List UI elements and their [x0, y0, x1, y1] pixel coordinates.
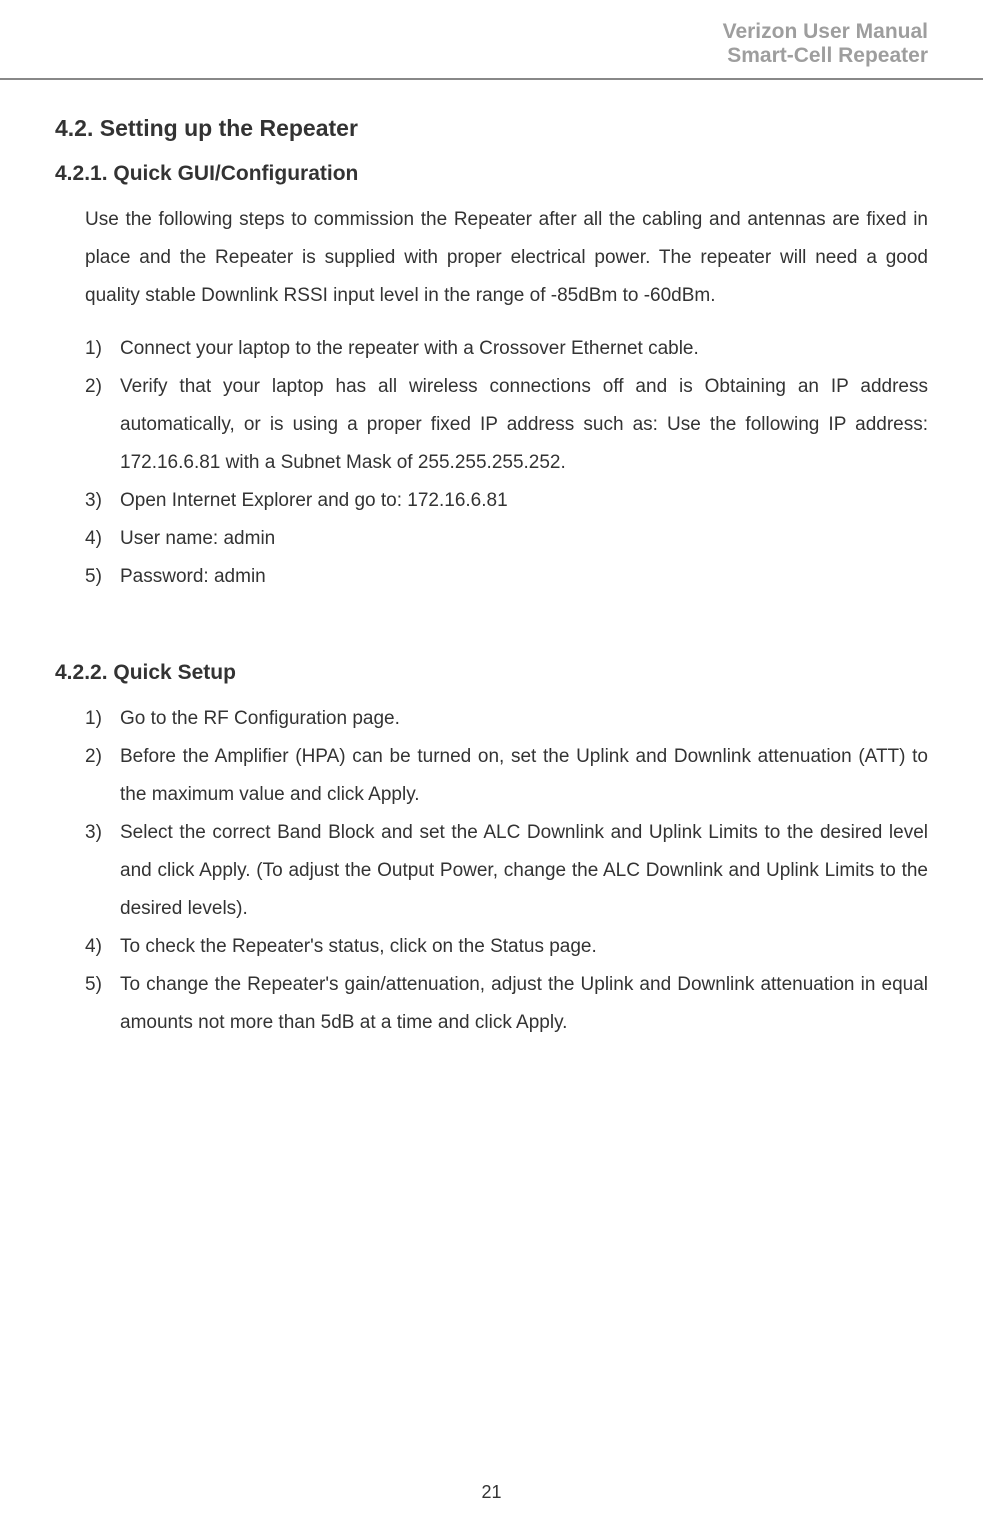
list-item: 1) Connect your laptop to the repeater w… [85, 330, 928, 368]
list-text: User name: admin [120, 520, 928, 558]
page-content: 4.2. Setting up the Repeater 4.2.1. Quic… [0, 115, 983, 1042]
section-4-2-1-title: 4.2.1. Quick GUI/Configuration [55, 162, 928, 186]
list-text: To change the Repeater's gain/attenuatio… [120, 966, 928, 1042]
list-number: 4) [85, 928, 120, 966]
list-item: 3) Open Internet Explorer and go to: 172… [85, 482, 928, 520]
list-item: 4) To check the Repeater's status, click… [85, 928, 928, 966]
section-4-2-1-intro: Use the following steps to commission th… [85, 201, 928, 315]
list-number: 5) [85, 966, 120, 1042]
list-number: 1) [85, 330, 120, 368]
list-number: 3) [85, 482, 120, 520]
header-line1: Verizon User Manual [55, 20, 928, 44]
list-number: 1) [85, 700, 120, 738]
list-number: 3) [85, 814, 120, 928]
list-text: Verify that your laptop has all wireless… [120, 368, 928, 482]
section-4-2-2-title: 4.2.2. Quick Setup [55, 661, 928, 685]
list-item: 3) Select the correct Band Block and set… [85, 814, 928, 928]
list-item: 5) To change the Repeater's gain/attenua… [85, 966, 928, 1042]
list-text: Open Internet Explorer and go to: 172.16… [120, 482, 928, 520]
list-item: 2) Verify that your laptop has all wirel… [85, 368, 928, 482]
list-text: Select the correct Band Block and set th… [120, 814, 928, 928]
list-text: Password: admin [120, 558, 928, 596]
section-4-2-1-list: 1) Connect your laptop to the repeater w… [85, 330, 928, 596]
page-header: Verizon User Manual Smart-Cell Repeater [0, 0, 983, 80]
list-number: 4) [85, 520, 120, 558]
page-number: 21 [0, 1482, 983, 1503]
list-item: 1) Go to the RF Configuration page. [85, 700, 928, 738]
list-text: To check the Repeater's status, click on… [120, 928, 928, 966]
list-number: 2) [85, 738, 120, 814]
list-number: 5) [85, 558, 120, 596]
list-text: Go to the RF Configuration page. [120, 700, 928, 738]
list-item: 2) Before the Amplifier (HPA) can be tur… [85, 738, 928, 814]
list-text: Before the Amplifier (HPA) can be turned… [120, 738, 928, 814]
list-text: Connect your laptop to the repeater with… [120, 330, 928, 368]
section-4-2-2-list: 1) Go to the RF Configuration page. 2) B… [85, 700, 928, 1042]
section-4-2-title: 4.2. Setting up the Repeater [55, 115, 928, 142]
list-number: 2) [85, 368, 120, 482]
list-item: 5) Password: admin [85, 558, 928, 596]
header-line2: Smart-Cell Repeater [55, 44, 928, 68]
list-item: 4) User name: admin [85, 520, 928, 558]
